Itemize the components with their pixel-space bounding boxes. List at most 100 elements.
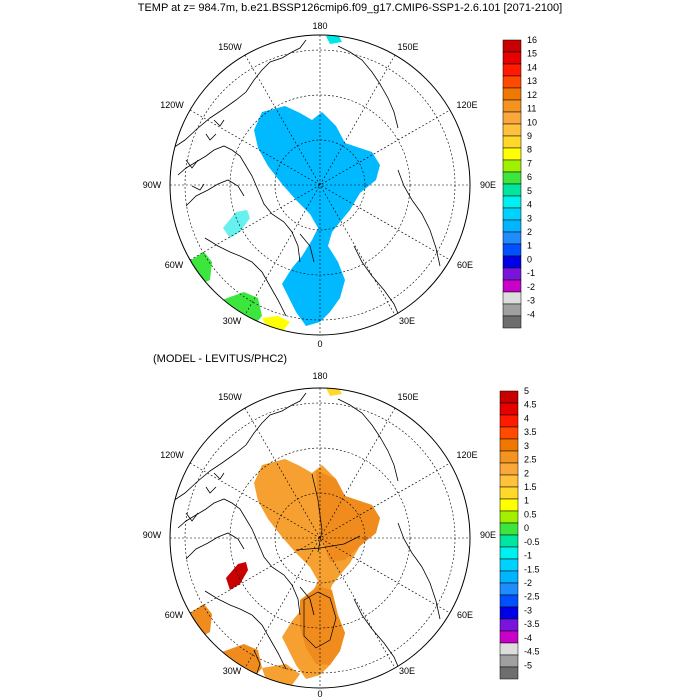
colorbar-label: -3.5	[524, 619, 540, 629]
colorbar-swatch	[499, 450, 519, 464]
colorbar-label: 2	[527, 227, 532, 237]
colorbar: 5 4.5 4 3.5 3 2.5 2 1.5 1 0.5 0 -0.5 -1 -1.5 -2 -2.5 -3 -…	[499, 386, 540, 680]
colorbar-swatch	[499, 474, 519, 488]
figure-title: TEMP at z= 984.7m, b.e21.BSSP126cmip6.f0…	[137, 2, 563, 14]
colorbar-label: 5	[524, 386, 529, 396]
map-boundary	[169, 34, 471, 336]
colorbar-label: 2	[524, 468, 529, 478]
colorbar-label: 3.5	[524, 427, 537, 437]
colorbar-swatch	[502, 183, 522, 197]
field-patch	[188, 604, 212, 640]
lon-label: 60W	[165, 260, 184, 270]
colorbar-label: -3	[527, 296, 535, 306]
colorbar-swatch	[499, 402, 519, 416]
coastlines	[170, 39, 441, 319]
colorbar-label: 5	[527, 186, 532, 196]
colorbar-swatch	[499, 390, 519, 404]
colorbar-label: 1	[524, 496, 529, 506]
lon-label: 30E	[399, 316, 415, 326]
field-patch	[326, 388, 342, 396]
colorbar-swatch	[499, 630, 519, 644]
field-patch	[262, 316, 290, 332]
colorbar-label: 4	[527, 200, 532, 210]
colorbar-label: -2	[527, 282, 535, 292]
colorbar-label: 11	[527, 104, 536, 114]
colorbar-label: -2	[524, 578, 532, 588]
colorbar-swatch	[502, 243, 522, 257]
colorbar-swatch	[502, 171, 522, 185]
field-patch	[188, 252, 212, 286]
colorbar-swatch	[502, 135, 522, 149]
colorbar-label: 16	[527, 35, 537, 45]
lon-label: 120W	[160, 450, 184, 460]
coastlines	[170, 392, 441, 672]
colorbar-swatch	[499, 510, 519, 524]
lon-label: 150W	[218, 392, 242, 402]
lon-label: 30W	[223, 666, 242, 676]
colorbar-label: -1	[527, 268, 535, 278]
lon-label: 0	[317, 339, 322, 349]
colorbar-swatch	[499, 498, 519, 512]
colorbar-swatch	[502, 303, 522, 317]
colorbar-swatch	[499, 546, 519, 560]
graticule	[170, 35, 470, 335]
lon-label: 120E	[456, 450, 477, 460]
field-patch	[262, 664, 300, 688]
colorbar-label: 2.5	[524, 455, 537, 465]
field-patch	[300, 586, 345, 665]
colorbar-swatch	[502, 39, 522, 53]
colorbar-swatch	[502, 51, 522, 65]
lon-label: 120E	[456, 100, 477, 110]
colorbar-swatch	[499, 414, 519, 428]
figure-subtitle: (MODEL - LEVITUS/PHC2)	[153, 353, 288, 365]
lon-label: 180	[312, 21, 327, 31]
colorbar-label: 14	[527, 62, 537, 72]
colorbar-swatch	[499, 534, 519, 548]
colorbar-swatch	[499, 486, 519, 500]
lon-label: 30W	[223, 316, 242, 326]
colorbar-label: -5	[524, 660, 532, 670]
colorbar-swatch	[499, 606, 519, 620]
lon-label: 90E	[480, 180, 496, 190]
colorbar-swatch	[502, 231, 522, 245]
colorbar-swatch	[502, 123, 522, 137]
colorbar-label: -0.5	[524, 537, 540, 547]
colorbar-swatch	[499, 462, 519, 476]
colorbar-swatch	[502, 75, 522, 89]
colorbar-swatch	[499, 570, 519, 584]
colorbar-label: 0	[524, 523, 529, 533]
colorbar-label: 10	[527, 117, 537, 127]
bottom-polar-map: 180 150E 120E 90E 60E 30E 0 30W 60W 90W …	[143, 371, 540, 699]
lon-label: 90W	[143, 180, 162, 190]
field-patch	[226, 562, 248, 590]
colorbar-label: -3	[524, 605, 532, 615]
colorbar-label: 0	[527, 254, 532, 264]
graticule	[170, 388, 470, 688]
lon-label: 60W	[165, 610, 184, 620]
top-polar-map: 180 150E 120E 90E 60E 30E 0 30W 60W 90W …	[143, 21, 537, 349]
field-patch	[222, 644, 262, 682]
colorbar-swatch	[502, 207, 522, 221]
colorbar-label: 1.5	[524, 482, 537, 492]
colorbar-swatch	[499, 558, 519, 572]
colorbar-label: 8	[527, 145, 532, 155]
lon-label: 60E	[457, 610, 473, 620]
colorbar-swatch	[502, 195, 522, 209]
lon-label: 0	[317, 689, 322, 699]
temperature-field	[254, 106, 380, 326]
lon-label: 60E	[457, 260, 473, 270]
colorbar-label: 15	[527, 49, 537, 59]
longitude-labels: 180 150E 120E 90E 60E 30E 0 30W 60W 90W …	[143, 371, 496, 699]
colorbar-swatch	[499, 594, 519, 608]
colorbar-label: 4	[524, 413, 529, 423]
colorbar-swatch	[499, 642, 519, 656]
colorbar-swatch	[502, 279, 522, 293]
colorbar-swatch	[499, 666, 519, 680]
lon-label: 90E	[480, 530, 496, 540]
lon-label: 90W	[143, 530, 162, 540]
lon-label: 150E	[397, 42, 418, 52]
colorbar-swatch	[502, 99, 522, 113]
colorbar-swatch	[502, 219, 522, 233]
colorbar-swatch	[502, 87, 522, 101]
